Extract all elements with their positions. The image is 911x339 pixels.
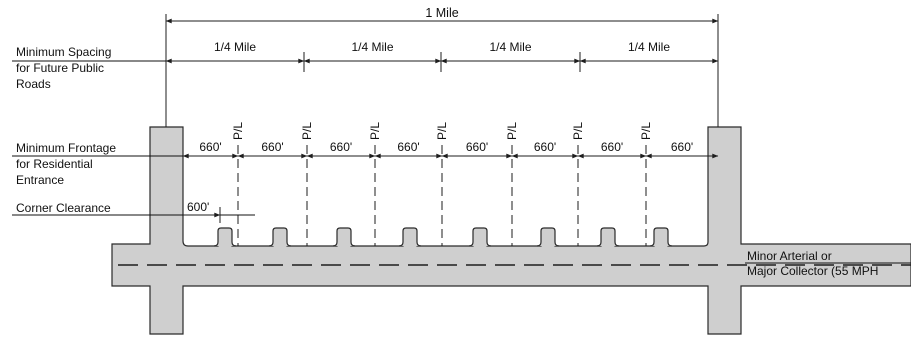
quarter-mile-label: 1/4 Mile xyxy=(214,40,256,54)
spacing-label-line1: Minimum Spacing xyxy=(16,45,111,59)
frontage-label: 660' xyxy=(330,140,352,154)
driveway-joint xyxy=(541,244,555,248)
driveway-joint xyxy=(654,244,668,248)
driveway-stub xyxy=(468,227,492,247)
spacing-label-line2: for Future Public xyxy=(16,61,104,75)
frontage-label-line2: for Residential xyxy=(16,157,93,171)
road-network xyxy=(111,126,911,335)
driveway-joint xyxy=(337,244,351,248)
frontage-label-line1: Minimum Frontage xyxy=(16,141,116,155)
corner-dimension-label: 600' xyxy=(187,200,209,214)
row-labels: Minimum Spacing for Future Public Roads … xyxy=(16,45,116,215)
road-label-line1: Minor Arterial or xyxy=(747,249,832,263)
frontage-label: 660' xyxy=(466,140,488,154)
driveway-stub xyxy=(268,227,292,247)
quarter-mile-row: 1/4 Mile 1/4 Mile 1/4 Mile 1/4 Mile xyxy=(12,40,719,72)
property-line-label: P/L xyxy=(505,122,519,140)
frontage-label: 660' xyxy=(397,140,419,154)
road-classification-label: Minor Arterial or Major Collector (55 MP… xyxy=(745,249,911,278)
property-line-label: P/L xyxy=(300,122,314,140)
left-cross-street xyxy=(111,126,911,335)
driveway-joint xyxy=(403,244,417,248)
driveway-stub xyxy=(596,227,620,247)
one-mile-label: 1 Mile xyxy=(425,6,458,20)
driveway-joint xyxy=(273,244,287,248)
property-line-label: P/L xyxy=(639,122,653,140)
property-line-label: P/L xyxy=(435,122,449,140)
frontage-label: 660' xyxy=(601,140,623,154)
quarter-mile-label: 1/4 Mile xyxy=(351,40,393,54)
driveway-group xyxy=(213,227,673,248)
corner-clearance-label: Corner Clearance xyxy=(16,201,111,215)
driveway-joint xyxy=(473,244,487,248)
frontage-label: 660' xyxy=(534,140,556,154)
one-mile-dimension: 1 Mile xyxy=(165,6,719,127)
driveway-stub xyxy=(213,227,237,247)
road-label-line2: Major Collector (55 MPH xyxy=(747,264,878,278)
corner-clearance-dimension: 600' xyxy=(12,200,255,223)
driveway-joint xyxy=(218,244,232,248)
driveway-stub xyxy=(398,227,422,247)
property-line-label: P/L xyxy=(571,122,585,140)
property-line-label: P/L xyxy=(231,122,245,140)
driveway-stub xyxy=(536,227,560,247)
quarter-mile-label: 1/4 Mile xyxy=(628,40,670,54)
spacing-label-line3: Roads xyxy=(16,77,51,91)
driveway-stub xyxy=(649,227,673,247)
property-line-label: P/L xyxy=(368,122,382,140)
frontage-label: 660' xyxy=(199,140,221,154)
quarter-mile-label: 1/4 Mile xyxy=(489,40,531,54)
frontage-label-line3: Entrance xyxy=(16,173,64,187)
frontage-label: 660' xyxy=(671,140,693,154)
frontage-label: 660' xyxy=(261,140,283,154)
driveway-joint xyxy=(601,244,615,248)
frontage-row: P/L P/L P/L P/L P/L P/L P/L 660' 660' 660' 660' 660… xyxy=(12,122,719,246)
driveway-stub xyxy=(332,227,356,247)
